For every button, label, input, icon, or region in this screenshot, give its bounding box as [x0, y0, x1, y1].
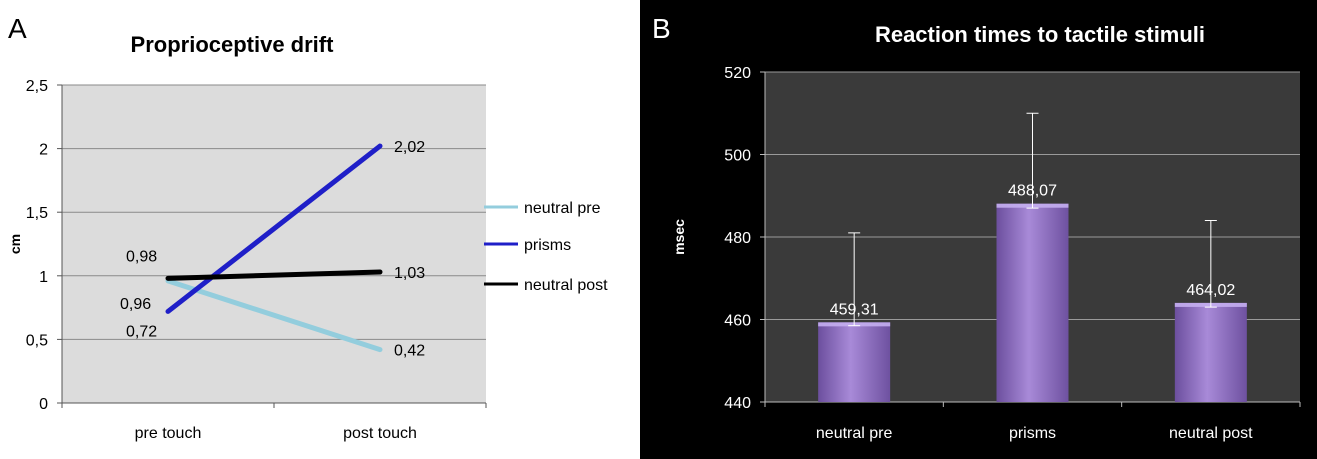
- chart-b-title: Reaction times to tactile stimuli: [875, 22, 1205, 47]
- chart-a-legend-label: prisms: [524, 237, 571, 254]
- chart-b-data-labels: 459,31 488,07 464,02: [830, 183, 1236, 319]
- chart-a-data-label: 0,98: [126, 248, 157, 265]
- chart-b-y-axis-label: msec: [671, 219, 687, 255]
- chart-a-data-label: 0,96: [120, 296, 151, 313]
- chart-b-bar: [818, 322, 891, 402]
- chart-b-x-category-label: neutral pre: [816, 425, 893, 442]
- panel-a-letter: A: [8, 13, 27, 44]
- chart-a-y-tick-label: 2,5: [26, 78, 48, 95]
- chart-a-y-ticks: 0 0,5 1 1,5 2 2,5: [26, 78, 48, 413]
- chart-b-x-category-label: neutral post: [1169, 425, 1253, 442]
- chart-a-y-tick-label: 1,5: [26, 205, 48, 222]
- chart-a-line-neutral-post: [165, 269, 383, 281]
- chart-a-line-prisms: [165, 143, 383, 314]
- chart-b-bar: [996, 203, 1069, 402]
- chart-a-legend-label: neutral post: [524, 277, 608, 294]
- panel-a: A Proprioceptive drift 0 0,5 1 1,5 2 2,5 pre …: [7, 13, 608, 442]
- chart-b-x-categories: neutral pre prisms neutral post: [816, 425, 1253, 442]
- chart-a-y-axis-label: cm: [7, 234, 23, 254]
- panel-b: B Reaction times to tactile stimuli 4404…: [640, 0, 1317, 459]
- chart-a-data-labels: 0,96 0,42 0,72 2,02 0,98 1,03: [120, 139, 425, 360]
- chart-a-y-tick-label: 0: [39, 396, 48, 413]
- chart-a-data-label: 0,42: [394, 343, 425, 360]
- chart-a-series-lines: [165, 143, 383, 353]
- chart-b-y-tick-label: 500: [724, 148, 751, 165]
- chart-a-data-label: 2,02: [394, 139, 425, 156]
- chart-b-bars: [818, 203, 1247, 402]
- chart-a-y-tick-label: 2: [39, 142, 48, 159]
- chart-a-legend-label: neutral pre: [524, 200, 601, 217]
- chart-a-plot-area: [62, 85, 486, 403]
- chart-b-data-label: 488,07: [1008, 183, 1057, 200]
- chart-a-data-label: 0,72: [126, 323, 157, 340]
- chart-b-y-ticks: 440 460 480 500 520: [724, 65, 751, 412]
- chart-a-title: Proprioceptive drift: [131, 32, 335, 57]
- chart-a-x-categories: pre touch post touch: [135, 425, 417, 442]
- chart-a-data-label: 1,03: [394, 265, 425, 282]
- chart-b-bar: [1174, 302, 1247, 402]
- chart-b-x-category-label: prisms: [1009, 425, 1056, 442]
- chart-a-line-neutral-pre: [165, 278, 383, 353]
- chart-a-legend: neutral pre prisms neutral post: [484, 200, 608, 294]
- panel-b-letter: B: [652, 13, 671, 44]
- chart-b-y-tick-label: 440: [724, 395, 751, 412]
- chart-b-y-tick-label: 460: [724, 313, 751, 330]
- chart-b-y-tick-label: 520: [724, 65, 751, 82]
- chart-a-gridlines: [57, 84, 487, 408]
- chart-b-error-bars: [848, 112, 1217, 327]
- chart-a-x-category-label: post touch: [343, 425, 417, 442]
- chart-b-y-tick-label: 480: [724, 230, 751, 247]
- chart-a-x-category-label: pre touch: [135, 425, 202, 442]
- chart-b-data-label: 459,31: [830, 301, 879, 318]
- chart-a-y-tick-label: 0,5: [26, 332, 48, 349]
- chart-b-data-label: 464,02: [1186, 282, 1235, 299]
- chart-a-y-tick-label: 1: [39, 269, 48, 286]
